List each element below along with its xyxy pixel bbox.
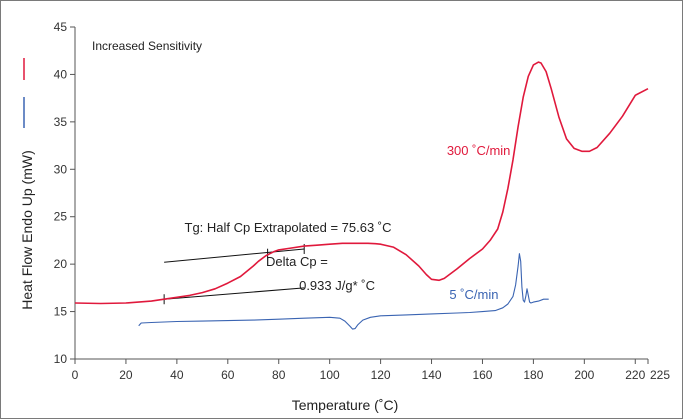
x-axis-ticks: 0 20 40 60 80 100 120 140 160 180 200 220 225 bbox=[72, 359, 670, 382]
x-tick-label: 60 bbox=[221, 368, 235, 382]
tangent-lines bbox=[163, 243, 305, 305]
tangent-line bbox=[164, 287, 305, 300]
y-tick-label: 45 bbox=[54, 20, 68, 34]
y-tick-label: 20 bbox=[54, 257, 68, 271]
x-tick-label: 0 bbox=[72, 368, 79, 382]
series-label: 5 ˚C/min bbox=[449, 287, 498, 302]
series-line-blue bbox=[138, 253, 549, 330]
series-labels: 300 ˚C/min 5 ˚C/min bbox=[447, 143, 511, 302]
y-tick-label: 10 bbox=[54, 352, 68, 366]
chart-title: Increased Sensitivity bbox=[92, 39, 202, 53]
x-tick-label: 80 bbox=[272, 368, 286, 382]
annotation-text: Tg: Half Cp Extrapolated = 75.63 ˚C bbox=[185, 220, 392, 235]
x-tick-label: 225 bbox=[650, 368, 670, 382]
tangent-line bbox=[164, 248, 305, 263]
x-axis-title: Temperature (˚C) bbox=[292, 397, 399, 413]
y-tick-label: 30 bbox=[54, 162, 68, 176]
series-label: 300 ˚C/min bbox=[447, 143, 511, 158]
x-tick-label: 40 bbox=[170, 368, 184, 382]
annotations: Tg: Half Cp Extrapolated = 75.63 ˚C Delta… bbox=[185, 220, 392, 293]
y-axis-ticks: 10 15 20 25 30 35 40 45 bbox=[54, 20, 75, 366]
series-line-red bbox=[74, 61, 649, 305]
series-lines bbox=[74, 61, 649, 330]
x-tick-label: 120 bbox=[371, 368, 391, 382]
x-tick-label: 20 bbox=[119, 368, 133, 382]
y-tick-label: 40 bbox=[54, 67, 68, 81]
x-tick-label: 200 bbox=[574, 368, 594, 382]
y-tick-label: 35 bbox=[54, 115, 68, 129]
y-axis-title: Heat Flow Endo Up (mW) bbox=[19, 150, 35, 309]
x-tick-label: 160 bbox=[472, 368, 492, 382]
y-tick-label: 15 bbox=[54, 305, 68, 319]
annotation-text: Delta Cp = bbox=[266, 254, 328, 269]
y-tick-label: 25 bbox=[54, 210, 68, 224]
x-tick-label: 140 bbox=[422, 368, 442, 382]
annotation-text: 0.933 J/g* ˚C bbox=[299, 278, 375, 293]
x-tick-label: 220 bbox=[625, 368, 645, 382]
x-tick-label: 180 bbox=[523, 368, 543, 382]
x-tick-label: 100 bbox=[320, 368, 340, 382]
